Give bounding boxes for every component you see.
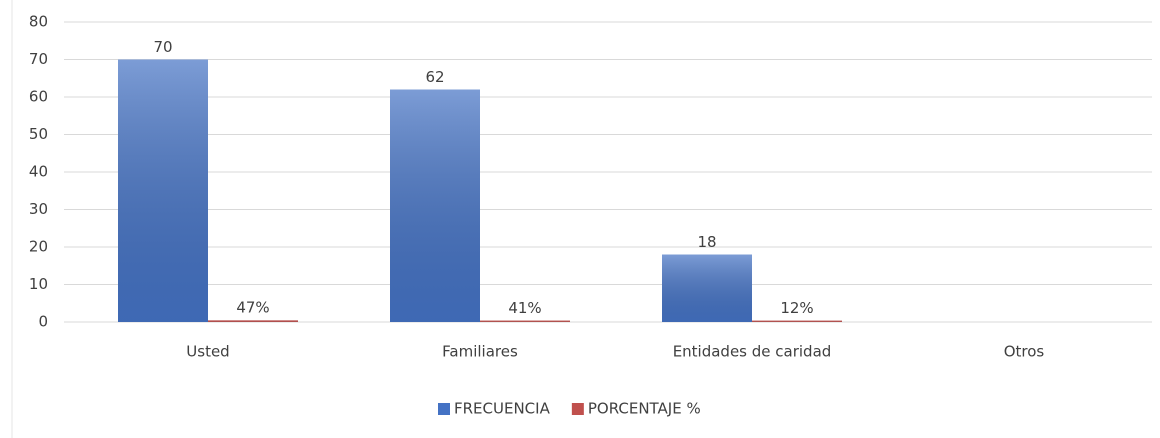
- bar: [480, 320, 570, 322]
- x-tick-label: Otros: [1004, 343, 1045, 361]
- x-tick-label: Familiares: [442, 343, 518, 361]
- y-tick-label: 60: [29, 88, 48, 106]
- value-label: 62: [425, 68, 444, 86]
- bar: [390, 89, 480, 322]
- legend-swatch: [438, 403, 450, 415]
- y-tick-label: 30: [29, 200, 48, 218]
- y-tick-label: 50: [29, 125, 48, 143]
- y-tick-label: 80: [29, 13, 48, 31]
- y-tick-label: 10: [29, 275, 48, 293]
- x-tick-label: Entidades de caridad: [673, 343, 832, 361]
- y-tick-label: 20: [29, 238, 48, 256]
- value-label: 18: [697, 233, 716, 251]
- bar: [118, 59, 208, 322]
- bar: [662, 254, 752, 322]
- y-tick-label: 70: [29, 50, 48, 68]
- value-label: 41%: [508, 299, 541, 317]
- legend-swatch: [571, 403, 584, 415]
- value-label: 47%: [236, 299, 269, 317]
- y-tick-label: 0: [38, 313, 48, 331]
- x-tick-label: Usted: [186, 343, 229, 361]
- y-tick-label: 40: [29, 163, 48, 181]
- value-label: 12%: [780, 299, 813, 317]
- legend-label: PORCENTAJE %: [588, 400, 701, 418]
- bar: [752, 320, 842, 322]
- legend-label: FRECUENCIA: [454, 400, 551, 418]
- bar: [208, 320, 298, 322]
- value-label: 70: [153, 38, 172, 56]
